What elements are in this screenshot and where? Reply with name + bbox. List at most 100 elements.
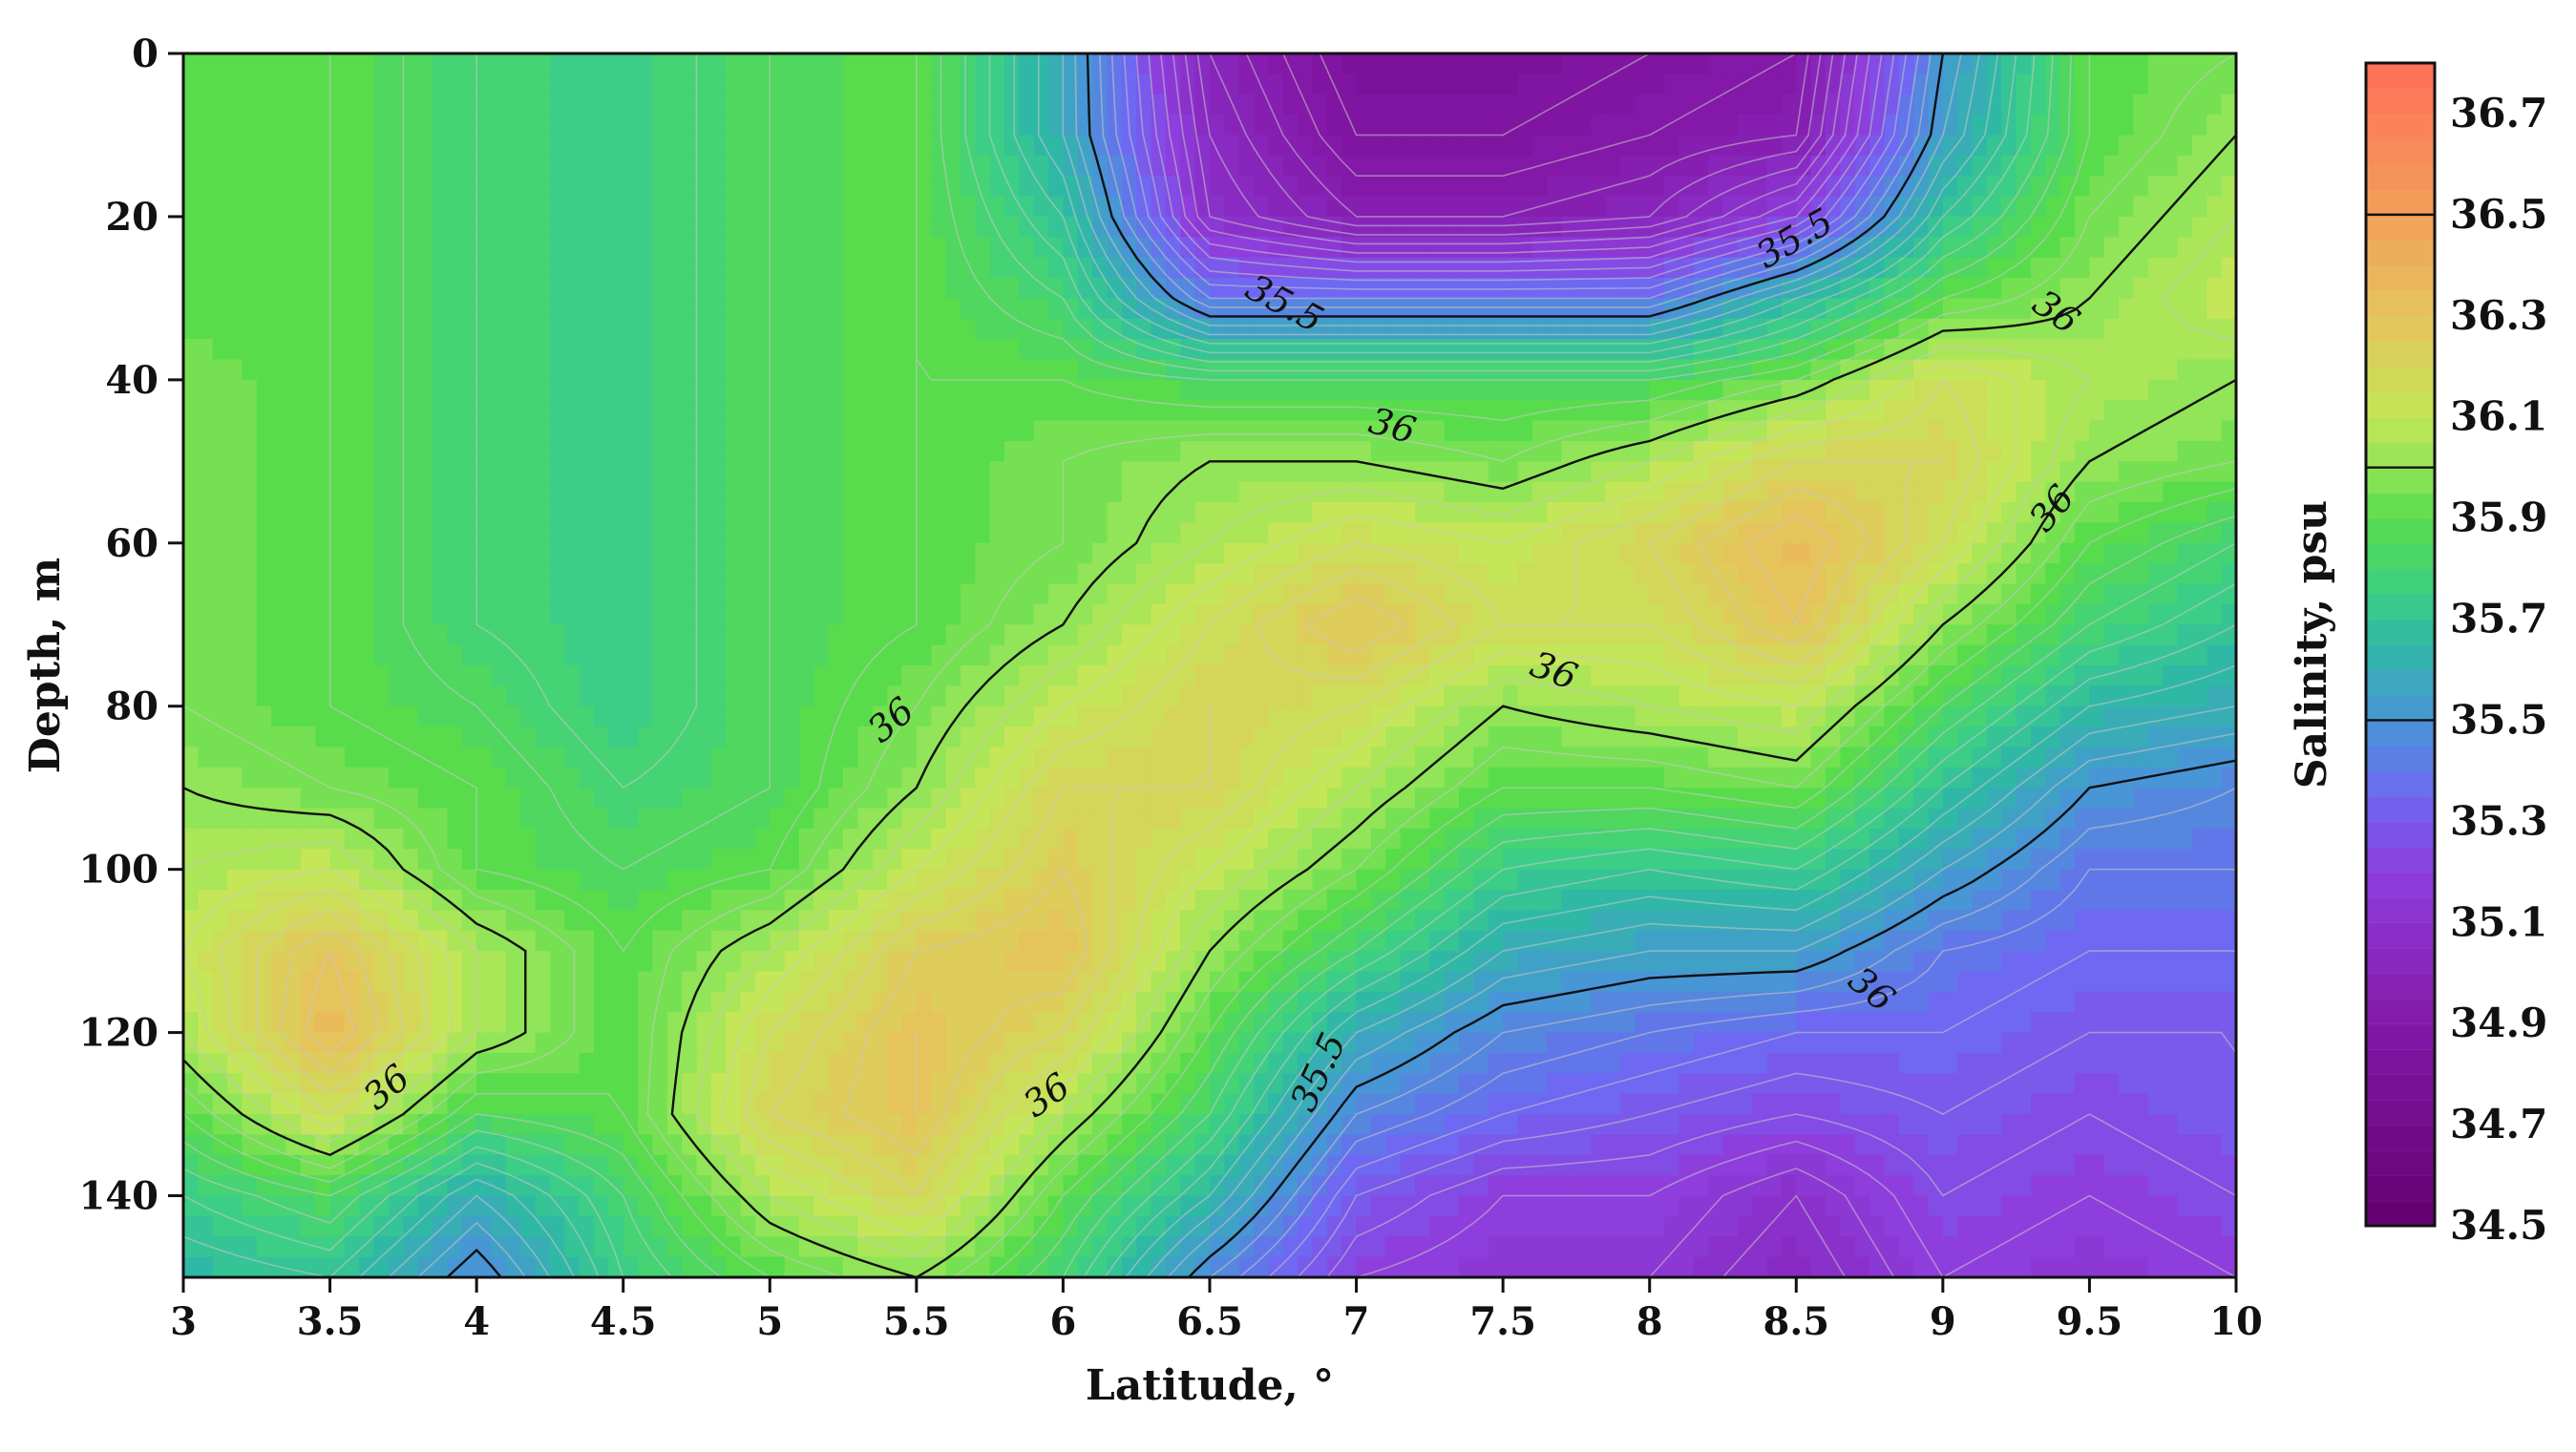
- contour-cell: [2060, 339, 2076, 360]
- contour-cell: [652, 441, 667, 462]
- contour-cell: [829, 176, 844, 197]
- contour-cell: [1620, 135, 1636, 156]
- contour-cell: [2163, 380, 2178, 401]
- contour-cell: [652, 421, 667, 442]
- contour-cell: [1576, 360, 1592, 381]
- contour-cell: [1620, 604, 1636, 625]
- contour-cell: [1503, 339, 1518, 360]
- contour-cell: [1840, 584, 1855, 605]
- contour-cell: [1357, 685, 1372, 706]
- contour-cell: [682, 278, 697, 299]
- contour-cell: [990, 400, 1005, 421]
- contour-cell: [330, 400, 346, 421]
- contour-cell: [418, 339, 433, 360]
- contour-cell: [931, 217, 946, 238]
- contour-cell: [257, 522, 272, 543]
- contour-cell: [359, 135, 374, 156]
- contour-cell: [345, 53, 360, 74]
- contour-cell: [403, 74, 418, 95]
- contour-cell: [1122, 747, 1137, 768]
- contour-cell: [1063, 400, 1078, 421]
- contour-cell: [242, 522, 257, 543]
- contour-cell: [667, 543, 683, 564]
- contour-cell: [1782, 115, 1797, 136]
- contour-cell: [564, 685, 580, 706]
- contour-cell: [1019, 53, 1034, 74]
- contour-cell: [1987, 502, 2002, 523]
- contour-cell: [1063, 482, 1078, 503]
- contour-cell: [990, 747, 1005, 768]
- contour-cell: [829, 543, 844, 564]
- contour-cell: [1195, 176, 1211, 197]
- contour-cell: [1195, 665, 1211, 686]
- contour-cell: [2134, 319, 2149, 340]
- contour-cell: [330, 258, 346, 279]
- contour-cell: [374, 176, 390, 197]
- contour-cell: [1048, 747, 1064, 768]
- contour-cell: [1166, 624, 1181, 645]
- contour-cell: [286, 441, 302, 462]
- contour-cell: [857, 441, 873, 462]
- contour-cell: [1371, 726, 1386, 747]
- contour-cell: [2163, 360, 2178, 381]
- contour-cell: [1385, 522, 1401, 543]
- contour-cell: [1268, 768, 1283, 789]
- contour-cell: [1092, 400, 1108, 421]
- contour-cell: [931, 522, 946, 543]
- contour-cell: [1313, 685, 1328, 706]
- contour-cell: [1503, 604, 1518, 625]
- contour-cell: [711, 339, 727, 360]
- contour-cell: [1313, 156, 1328, 177]
- contour-cell: [1048, 441, 1064, 462]
- contour-cell: [1048, 584, 1064, 605]
- contour-cell: [1518, 197, 1533, 218]
- contour-cell: [946, 74, 961, 95]
- contour-cell: [1341, 339, 1357, 360]
- contour-cell: [1943, 726, 1958, 747]
- contour-cell: [1973, 156, 1988, 177]
- contour-cell: [1019, 115, 1034, 136]
- contour-cell: [418, 400, 433, 421]
- contour-cell: [873, 421, 888, 442]
- contour-cell: [1547, 726, 1562, 747]
- contour-cell: [1092, 380, 1108, 401]
- contour-cell: [1855, 645, 1870, 666]
- contour-cell: [1136, 360, 1151, 381]
- contour-cell: [1929, 217, 1944, 238]
- contour-cell: [1298, 522, 1313, 543]
- contour-cell: [1019, 441, 1034, 462]
- contour-cell: [682, 360, 697, 381]
- contour-cell: [652, 665, 667, 686]
- contour-cell: [638, 543, 653, 564]
- contour-cell: [242, 604, 257, 625]
- contour-cell: [492, 380, 507, 401]
- contour-cell: [1048, 115, 1064, 136]
- contour-cell: [1518, 319, 1533, 340]
- contour-cell: [1459, 522, 1474, 543]
- contour-cell: [975, 706, 990, 727]
- contour-cell: [1973, 502, 1988, 523]
- contour-cell: [345, 319, 360, 340]
- contour-cell: [755, 95, 771, 116]
- contour-cell: [330, 543, 346, 564]
- contour-cell: [433, 278, 448, 299]
- contour-cell: [359, 502, 374, 523]
- contour-cell: [873, 53, 888, 74]
- contour-cell: [1239, 95, 1255, 116]
- contour-cell: [462, 563, 477, 584]
- contour-cell: [1562, 400, 1577, 421]
- contour-cell: [1004, 74, 1020, 95]
- contour-cell: [242, 176, 257, 197]
- contour-cell: [433, 53, 448, 74]
- contour-cell: [902, 502, 918, 523]
- contour-cell: [1943, 339, 1958, 360]
- contour-cell: [1004, 421, 1020, 442]
- contour-cell: [183, 768, 199, 789]
- contour-cell: [1694, 747, 1709, 768]
- contour-cell: [1210, 237, 1225, 258]
- contour-cell: [2206, 258, 2222, 279]
- contour-cell: [917, 563, 932, 584]
- contour-cell: [1723, 176, 1739, 197]
- contour-cell: [2045, 604, 2060, 625]
- contour-cell: [2148, 135, 2164, 156]
